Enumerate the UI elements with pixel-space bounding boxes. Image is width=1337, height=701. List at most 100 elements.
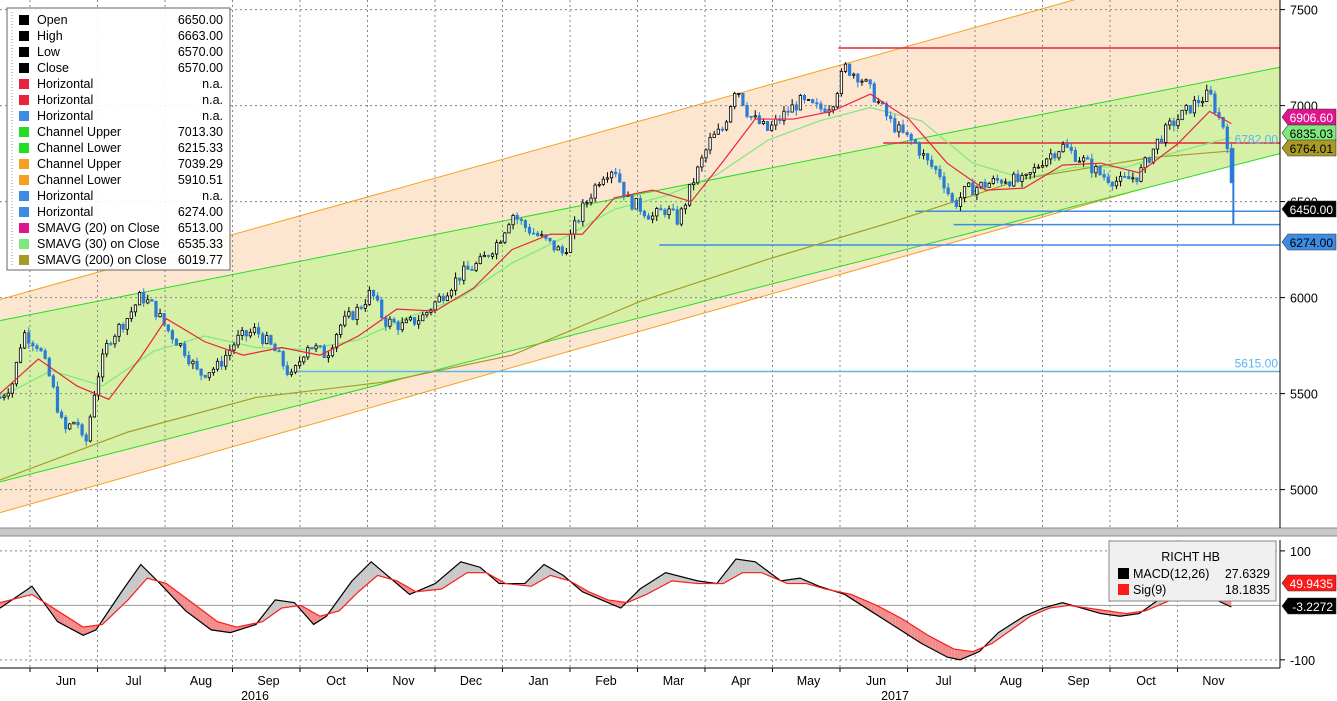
candle-body [967, 183, 969, 186]
candle-body [1140, 168, 1142, 182]
macd-fill [283, 601, 286, 608]
candle-body [561, 247, 563, 253]
candle-body [1193, 100, 1195, 113]
candle-body [816, 103, 818, 104]
candle-body [590, 198, 592, 202]
candle-body [688, 185, 690, 205]
candle-body [955, 201, 957, 207]
candle-body [417, 321, 419, 324]
candle-body [282, 351, 284, 365]
candle-body [713, 134, 715, 137]
legend-value: 18.1835 [1225, 583, 1270, 597]
candle-body [988, 183, 990, 187]
candle-body [64, 417, 66, 429]
candle-body [939, 169, 941, 176]
candle-body [573, 221, 575, 234]
candle-body [56, 387, 58, 412]
candle-body [1123, 176, 1125, 177]
candle-body [692, 183, 694, 185]
candle-body [1201, 101, 1203, 102]
legend-label: SMAVG (30) on Close [37, 237, 160, 251]
candle-body [1045, 159, 1047, 166]
legend-swatch [19, 191, 29, 201]
x-tick-label: Nov [1202, 674, 1225, 688]
candle-body [126, 319, 128, 330]
candle-body [1082, 158, 1084, 161]
candle-body [409, 318, 411, 320]
candle-body [1078, 161, 1080, 162]
legend-label: Channel Lower [37, 141, 121, 155]
candle-body [586, 202, 588, 203]
candle-body [323, 346, 325, 358]
legend-label: Horizontal [37, 109, 93, 123]
candle-body [142, 292, 144, 302]
legend-label: SMAVG (200) on Close [37, 253, 167, 267]
candle-body [836, 94, 838, 107]
candle-body [578, 221, 580, 222]
candle-body [73, 422, 75, 424]
candle-body [926, 154, 928, 160]
legend-label: Horizontal [37, 77, 93, 91]
candle-body [725, 122, 727, 130]
candle-body [508, 225, 510, 233]
x-tick-label: Aug [190, 674, 212, 688]
legend-value: n.a. [202, 109, 223, 123]
legend-swatch [1118, 568, 1129, 579]
candle-body [635, 198, 637, 209]
candle-body [319, 346, 321, 347]
candle-body [249, 332, 251, 336]
candle-body [935, 166, 937, 169]
candle-body [742, 93, 744, 105]
y-tick-label: 7500 [1290, 4, 1318, 18]
candle-body [1156, 139, 1158, 149]
legend-swatch [19, 47, 29, 57]
candle-body [179, 344, 181, 346]
price-tag-label: 6274.00 [1290, 236, 1334, 250]
macd-fill [739, 559, 742, 574]
legend-swatch [19, 127, 29, 137]
candle-body [504, 233, 506, 242]
candle-body [758, 116, 760, 124]
candle-body [1017, 174, 1019, 181]
y-tick-label: 100 [1290, 545, 1311, 559]
candle-body [524, 221, 526, 228]
level-annotation: 5615.00 [1235, 357, 1279, 371]
panel-separator [0, 528, 1337, 536]
candle-body [204, 375, 206, 377]
candle-body [352, 312, 354, 320]
candle-body [401, 323, 403, 330]
candle-body [471, 269, 473, 270]
legend-label: Channel Upper [37, 157, 121, 171]
candle-body [32, 343, 34, 346]
macd-fill [957, 649, 960, 659]
candle-body [368, 290, 370, 304]
candle-body [697, 167, 699, 183]
legend-label: Close [37, 61, 69, 75]
candle-body [1181, 110, 1183, 119]
candle-body [709, 138, 711, 150]
legend-value: 7013.30 [178, 125, 223, 139]
candle-body [840, 71, 842, 93]
candle-body [762, 121, 764, 123]
candle-body [405, 320, 407, 323]
candle-body [1210, 90, 1212, 94]
candle-body [81, 425, 83, 435]
candle-body [1099, 166, 1101, 174]
macd-fill [751, 561, 754, 572]
x-tick-label: Aug [1000, 674, 1022, 688]
candle-body [52, 376, 54, 387]
candle-body [1095, 166, 1097, 172]
legend-label: Horizontal [37, 93, 93, 107]
candle-body [1164, 125, 1166, 142]
y-tick-label: -100 [1290, 654, 1315, 668]
candle-body [44, 351, 46, 358]
legend-swatch [19, 79, 29, 89]
x-tick-label: May [797, 674, 821, 688]
candle-body [857, 74, 859, 82]
candle-body [77, 422, 79, 424]
candle-body [894, 119, 896, 132]
legend-swatch [19, 31, 29, 41]
candle-body [647, 216, 649, 219]
x-tick-label: Apr [731, 674, 750, 688]
